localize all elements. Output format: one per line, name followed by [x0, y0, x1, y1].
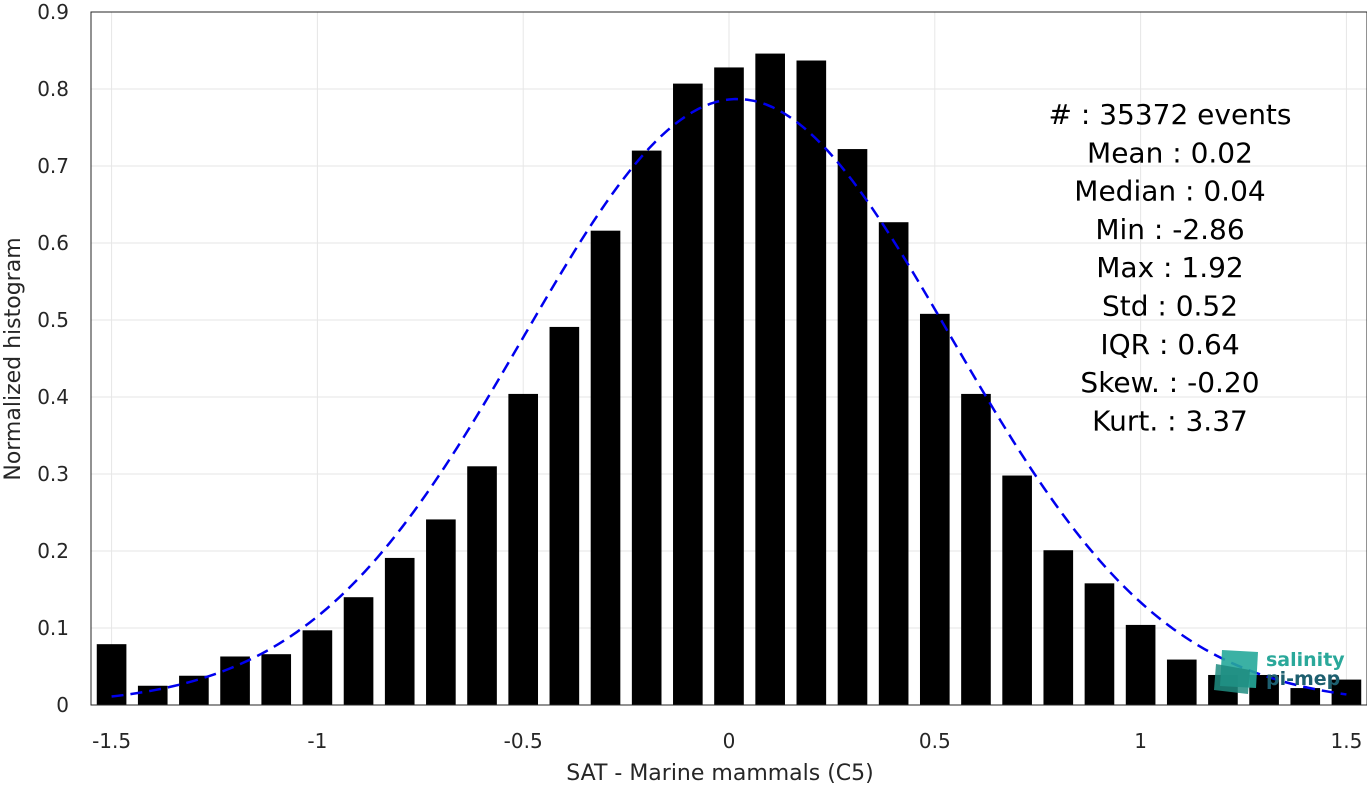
x-tick-label: 0.5 — [919, 729, 951, 753]
stat-value: : 3.37 — [1167, 404, 1248, 437]
stat-value: : 0.52 — [1157, 290, 1238, 323]
stat-label: # — [1048, 98, 1080, 131]
x-tick-label: -0.5 — [504, 729, 543, 753]
histogram-bar — [673, 83, 703, 706]
histogram-bar — [919, 313, 950, 705]
stat-value: : -0.20 — [1169, 366, 1260, 399]
stat-row: Kurt. : 3.37 — [1092, 404, 1248, 437]
histogram-bar — [631, 150, 662, 706]
stat-label: Min — [1095, 213, 1154, 246]
histogram-bar — [1331, 679, 1362, 705]
x-tick-label: 0 — [723, 729, 736, 753]
histogram-bar — [426, 519, 456, 705]
histogram-bar — [220, 656, 250, 705]
stat-row: Std : 0.52 — [1102, 290, 1238, 323]
y-tick-label: 0.6 — [37, 231, 69, 255]
stat-label: Mean — [1087, 136, 1172, 169]
statistics-panel: # : 35372 events Mean : 0.02 Median : 0.04… — [1048, 98, 1291, 437]
stat-value: : 1.92 — [1163, 251, 1244, 284]
y-tick-label: 0.3 — [37, 462, 69, 486]
histogram-bar — [549, 326, 580, 705]
axes-box — [90, 11, 1367, 706]
histogram-bar — [302, 630, 333, 705]
x-tick-labels: -1.5 -1 -0.5 0 0.5 1 1.5 — [92, 729, 1362, 753]
stat-row: Median : 0.04 — [1074, 175, 1265, 208]
stat-row: # : 35372 events — [1048, 98, 1291, 131]
salinity-pi-mep-logo: salinity pi-mep — [1214, 649, 1345, 694]
y-tick-labels: 0 0.1 0.2 0.3 0.4 0.5 0.6 0.7 0.8 0.9 — [37, 0, 69, 717]
histogram-bar — [878, 222, 909, 705]
histogram-bar — [1002, 475, 1032, 705]
histogram-bar — [590, 230, 621, 705]
y-tick-label: 0.8 — [37, 77, 69, 101]
stat-label: Std — [1102, 290, 1157, 323]
histogram-bar — [508, 393, 539, 705]
gaussian-fit-curve — [111, 97, 1347, 698]
y-tick-label: 0.2 — [37, 539, 69, 563]
stat-value: : 35372 events — [1081, 98, 1292, 131]
histogram-bar — [1166, 659, 1197, 705]
y-tick-label: 0.9 — [37, 0, 69, 24]
y-tick-label: 0.7 — [37, 154, 69, 178]
histogram-bar — [961, 393, 991, 705]
histogram-bar — [796, 60, 827, 705]
stat-row: Skew. : -0.20 — [1080, 366, 1259, 399]
stat-label: Median — [1074, 175, 1185, 208]
stat-label: IQR — [1100, 328, 1159, 361]
x-tick-label: 1 — [1134, 729, 1147, 753]
histogram-bar — [1290, 688, 1321, 705]
stat-value: : 0.64 — [1159, 328, 1240, 361]
histogram-bar — [1125, 624, 1156, 705]
stat-label: Max — [1096, 251, 1163, 284]
histogram-bar — [343, 597, 374, 705]
histogram-bar — [755, 53, 785, 705]
x-tick-label: 1.5 — [1331, 729, 1363, 753]
stat-row: Mean : 0.02 — [1087, 136, 1253, 169]
histogram-bar — [1043, 550, 1074, 705]
x-tick-label: -1.5 — [92, 729, 131, 753]
logo-line1: salinity — [1266, 649, 1345, 671]
stat-label: Skew. — [1080, 366, 1168, 399]
stat-value: : 0.04 — [1185, 175, 1266, 208]
histogram-bar — [837, 149, 868, 705]
y-axis-label: Normalized histogram — [1, 237, 26, 480]
stat-row: Min : -2.86 — [1095, 213, 1244, 246]
histogram-bar — [384, 557, 415, 705]
histogram-bar — [1084, 583, 1115, 705]
logo-line2: pi-mep — [1266, 668, 1340, 690]
histogram-bar — [467, 466, 497, 705]
stat-value: : -2.86 — [1154, 213, 1245, 246]
histogram-bar — [714, 67, 744, 705]
stat-row: IQR : 0.64 — [1100, 328, 1239, 361]
y-tick-label: 0.1 — [37, 616, 69, 640]
stat-row: Max : 1.92 — [1096, 251, 1243, 284]
stat-label: Kurt. — [1092, 404, 1167, 437]
y-tick-label: 0.5 — [37, 308, 69, 332]
y-tick-label: 0.4 — [37, 385, 69, 409]
histogram-bar — [137, 685, 168, 705]
y-tick-label: 0 — [56, 693, 69, 717]
x-axis-label: SAT - Marine mammals (C5) — [566, 761, 874, 785]
x-tick-label: -1 — [307, 729, 327, 753]
logo-mark-icon — [1214, 650, 1258, 694]
histogram-bar — [261, 654, 292, 705]
stat-value: : 0.02 — [1172, 136, 1253, 169]
